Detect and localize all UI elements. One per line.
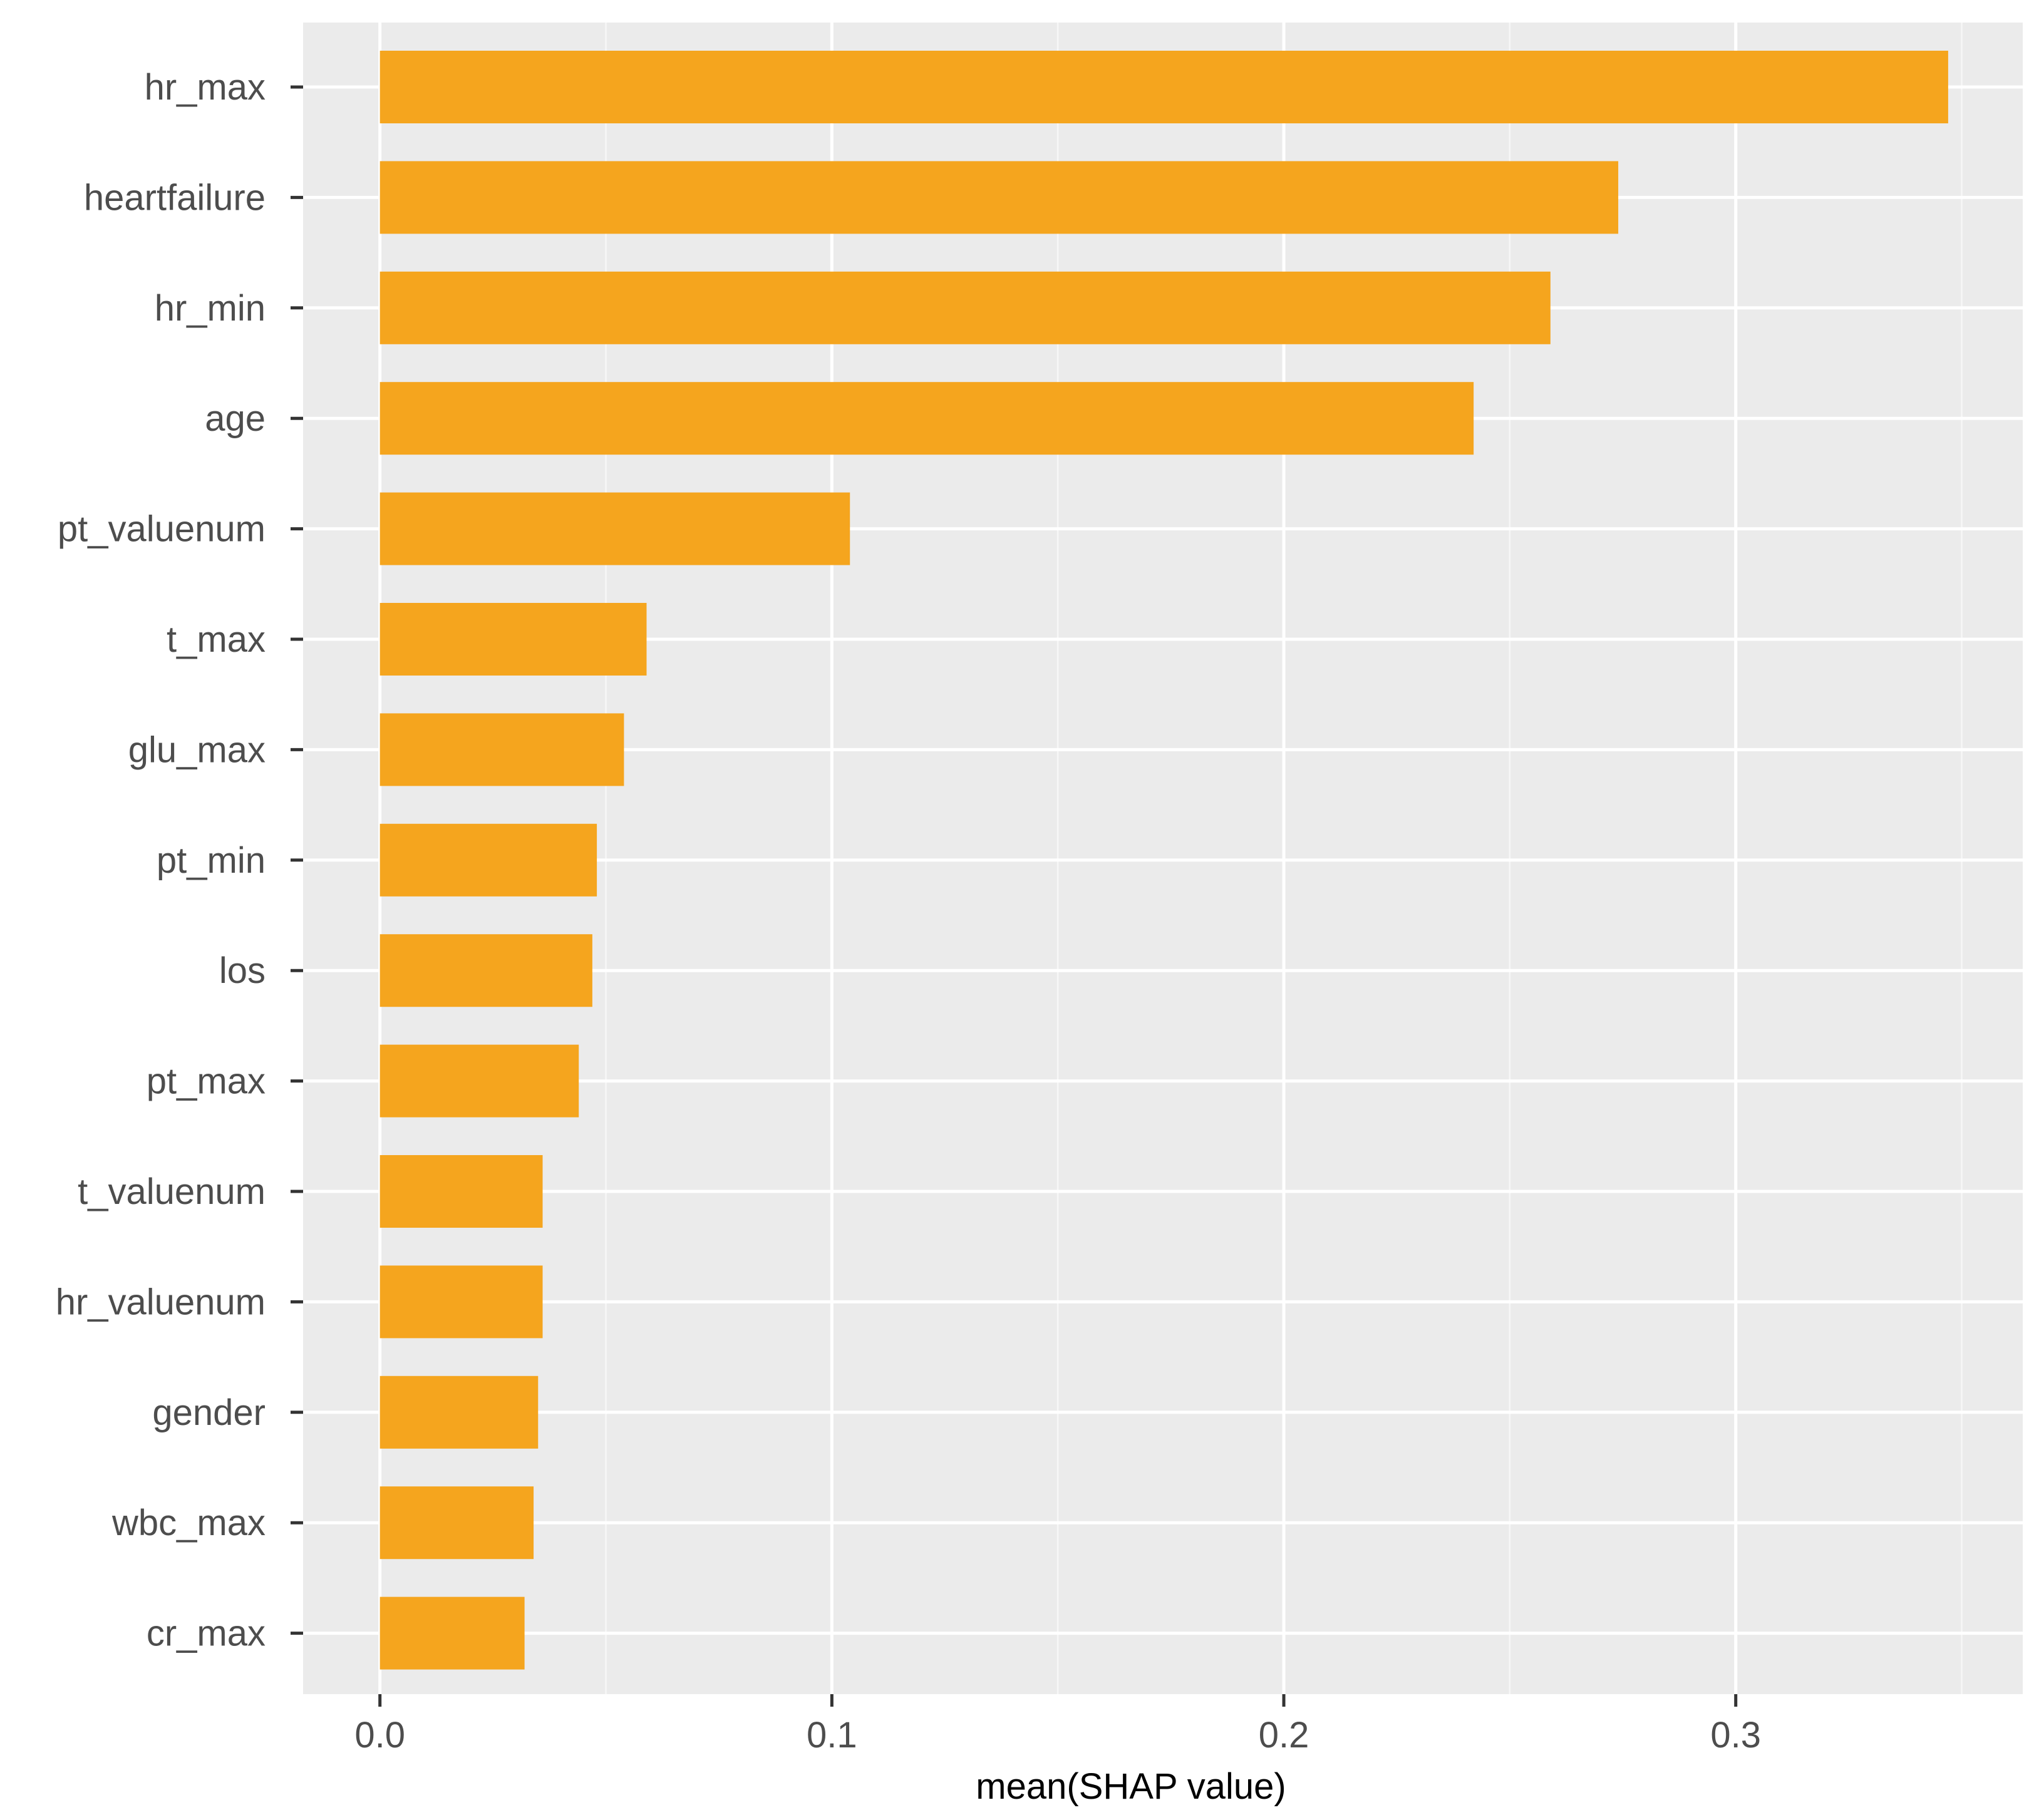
y-tick-label: age [205,398,266,439]
bar-glu_max [379,713,624,786]
y-tick-label: wbc_max [111,1503,266,1543]
bars [379,51,1948,1670]
y-tick-label: heartfailure [84,177,266,218]
bar-wbc_max [379,1486,534,1560]
x-tick-label: 0.2 [1259,1715,1309,1756]
bar-pt_valuenum [379,492,850,565]
y-tick-label: pt_max [147,1061,266,1102]
x-tick-label: 0.1 [807,1715,857,1756]
y-tick-label: gender [152,1392,266,1433]
y-tick-label: los [219,950,266,991]
bar-gender [379,1375,539,1449]
bar-hr_valuenum [379,1265,543,1339]
bar-los [379,934,592,1007]
x-tick-label: 0.0 [354,1715,405,1756]
y-tick-label: hr_valuenum [56,1282,266,1322]
bar-hr_max [379,51,1948,123]
bar-age [379,382,1474,455]
bar-t_valuenum [379,1155,543,1228]
y-tick-label: glu_max [128,729,266,770]
y-tick-label: hr_min [155,288,266,329]
bar-pt_max [379,1044,579,1118]
x-axis: 0.0 0.1 0.2 0.3 [354,1694,1761,1756]
bar-hr_min [379,271,1551,344]
y-tick-label: t_valuenum [78,1171,266,1212]
y-tick-label: cr_max [147,1613,266,1654]
y-tick-label: hr_max [145,67,266,108]
bar-pt_min [379,823,597,897]
x-axis-title: mean(SHAP value) [976,1766,1286,1807]
bar-cr_max [379,1596,525,1670]
y-tick-label: pt_valuenum [58,509,266,550]
y-tick-label: pt_min [157,840,266,881]
bar-t_max [379,603,647,676]
bar-heartfailure [379,161,1619,234]
y-tick-label: t_max [167,619,266,660]
x-tick-label: 0.3 [1710,1715,1761,1756]
